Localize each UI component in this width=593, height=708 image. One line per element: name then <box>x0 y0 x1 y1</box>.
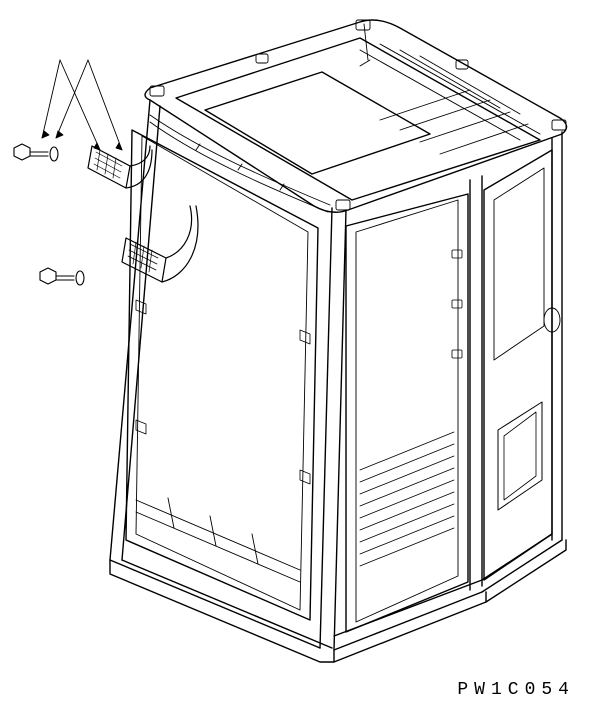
figure-canvas: PW1C054 <box>0 0 593 708</box>
drawing-code-label: PW1C054 <box>457 680 575 700</box>
bolt-washer-lower <box>40 268 84 285</box>
work-lamp-lower <box>122 206 198 282</box>
cab-isometric-drawing <box>0 0 593 708</box>
bolt-washer-upper <box>14 144 58 161</box>
